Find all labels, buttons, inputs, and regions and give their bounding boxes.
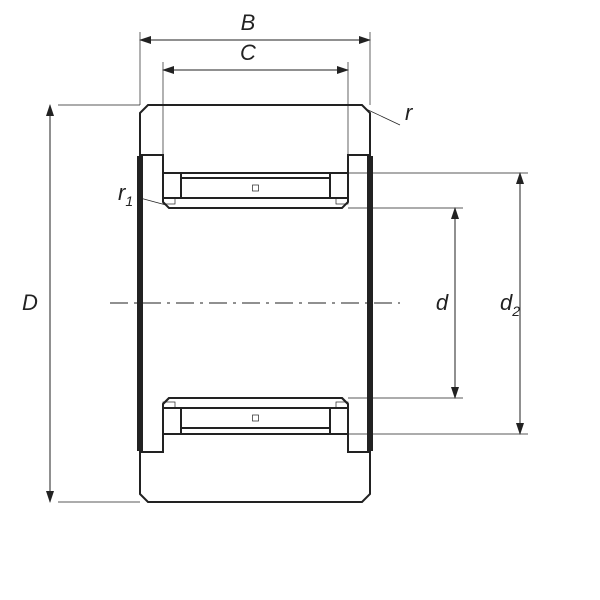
svg-text:r1: r1 [118,180,133,209]
svg-text:D: D [22,290,38,315]
svg-text:B: B [241,10,256,35]
svg-text:d: d [436,290,449,315]
svg-text:r: r [405,100,414,125]
svg-text:C: C [240,40,256,65]
svg-text:d2: d2 [500,290,520,319]
